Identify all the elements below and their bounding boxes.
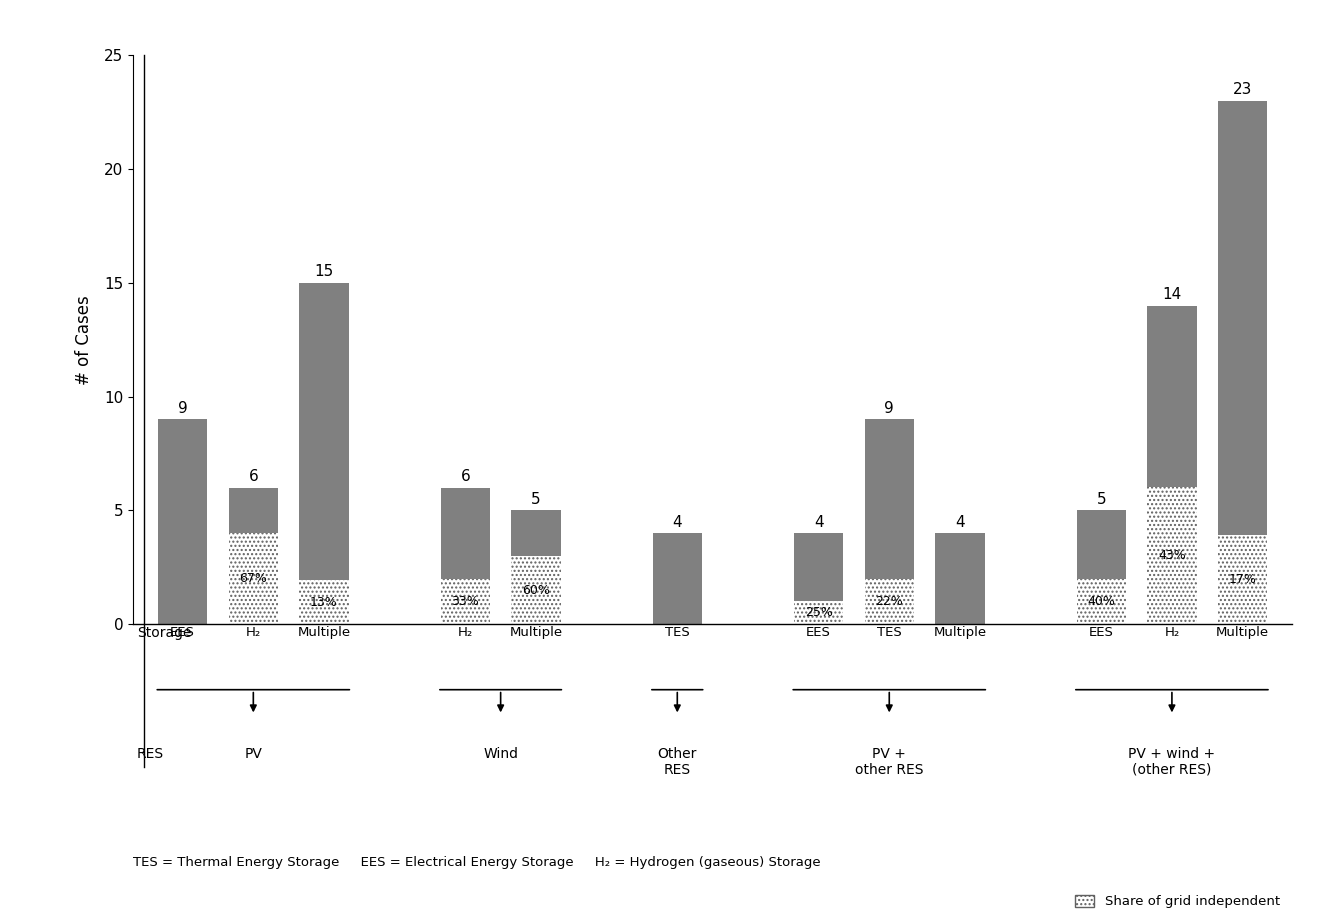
Text: EES: EES bbox=[806, 625, 831, 639]
Text: 5: 5 bbox=[531, 492, 541, 507]
Legend: Share of grid independent: Share of grid independent bbox=[1070, 890, 1285, 913]
Bar bbox=[794, 601, 843, 624]
Bar bbox=[1076, 578, 1126, 624]
Bar bbox=[300, 580, 349, 624]
Text: Multiple: Multiple bbox=[509, 625, 562, 639]
Text: 9: 9 bbox=[177, 401, 188, 416]
Text: 17%: 17% bbox=[1228, 573, 1256, 587]
Text: 4: 4 bbox=[814, 515, 823, 530]
Bar bbox=[864, 420, 914, 579]
Text: 6: 6 bbox=[249, 469, 258, 484]
Text: PV + wind +
(other RES): PV + wind + (other RES) bbox=[1128, 746, 1216, 777]
Text: EES: EES bbox=[170, 625, 194, 639]
Text: 4: 4 bbox=[955, 515, 964, 530]
Bar bbox=[511, 556, 561, 624]
Text: Multiple: Multiple bbox=[297, 625, 350, 639]
Text: Storage: Storage bbox=[137, 625, 192, 640]
Text: 5: 5 bbox=[1096, 492, 1106, 507]
Text: 60%: 60% bbox=[522, 584, 550, 597]
Bar bbox=[864, 579, 914, 624]
Text: PV: PV bbox=[244, 746, 262, 761]
Bar bbox=[441, 579, 490, 624]
Bar bbox=[229, 487, 278, 532]
Bar bbox=[935, 533, 984, 624]
Text: 67%: 67% bbox=[240, 572, 268, 585]
Text: Other
RES: Other RES bbox=[658, 746, 697, 777]
Text: EES: EES bbox=[1088, 625, 1114, 639]
Bar bbox=[1217, 101, 1267, 535]
Bar bbox=[441, 487, 490, 579]
Text: 15: 15 bbox=[314, 264, 333, 279]
Text: H₂: H₂ bbox=[1164, 625, 1180, 639]
Bar bbox=[229, 532, 278, 624]
Bar bbox=[159, 420, 208, 624]
Text: Multiple: Multiple bbox=[934, 625, 987, 639]
Text: 33%: 33% bbox=[452, 595, 480, 609]
Text: H₂: H₂ bbox=[458, 625, 473, 639]
Bar bbox=[1147, 487, 1196, 624]
Text: 9: 9 bbox=[884, 401, 894, 416]
Text: 23: 23 bbox=[1233, 83, 1252, 97]
Text: 43%: 43% bbox=[1158, 549, 1185, 562]
Text: 14: 14 bbox=[1163, 287, 1181, 302]
Bar bbox=[1076, 510, 1126, 578]
Bar bbox=[300, 283, 349, 580]
Text: TES: TES bbox=[665, 625, 690, 639]
Text: TES = Thermal Energy Storage     EES = Electrical Energy Storage     H₂ = Hydrog: TES = Thermal Energy Storage EES = Elect… bbox=[133, 856, 821, 869]
Text: 40%: 40% bbox=[1087, 595, 1115, 608]
Y-axis label: # of Cases: # of Cases bbox=[75, 295, 93, 385]
Text: 22%: 22% bbox=[875, 595, 903, 609]
Text: 13%: 13% bbox=[310, 596, 338, 609]
Text: TES: TES bbox=[876, 625, 902, 639]
Text: 4: 4 bbox=[673, 515, 682, 530]
Bar bbox=[794, 533, 843, 601]
Text: Multiple: Multiple bbox=[1216, 625, 1269, 639]
Text: H₂: H₂ bbox=[245, 625, 261, 639]
Text: Wind: Wind bbox=[484, 746, 518, 761]
Text: PV +
other RES: PV + other RES bbox=[855, 746, 923, 777]
Text: 6: 6 bbox=[461, 469, 470, 484]
Bar bbox=[1217, 535, 1267, 624]
Text: 25%: 25% bbox=[805, 607, 832, 620]
Text: RES: RES bbox=[137, 746, 164, 761]
Bar bbox=[1147, 306, 1196, 487]
Bar bbox=[653, 533, 702, 624]
Bar bbox=[511, 510, 561, 556]
